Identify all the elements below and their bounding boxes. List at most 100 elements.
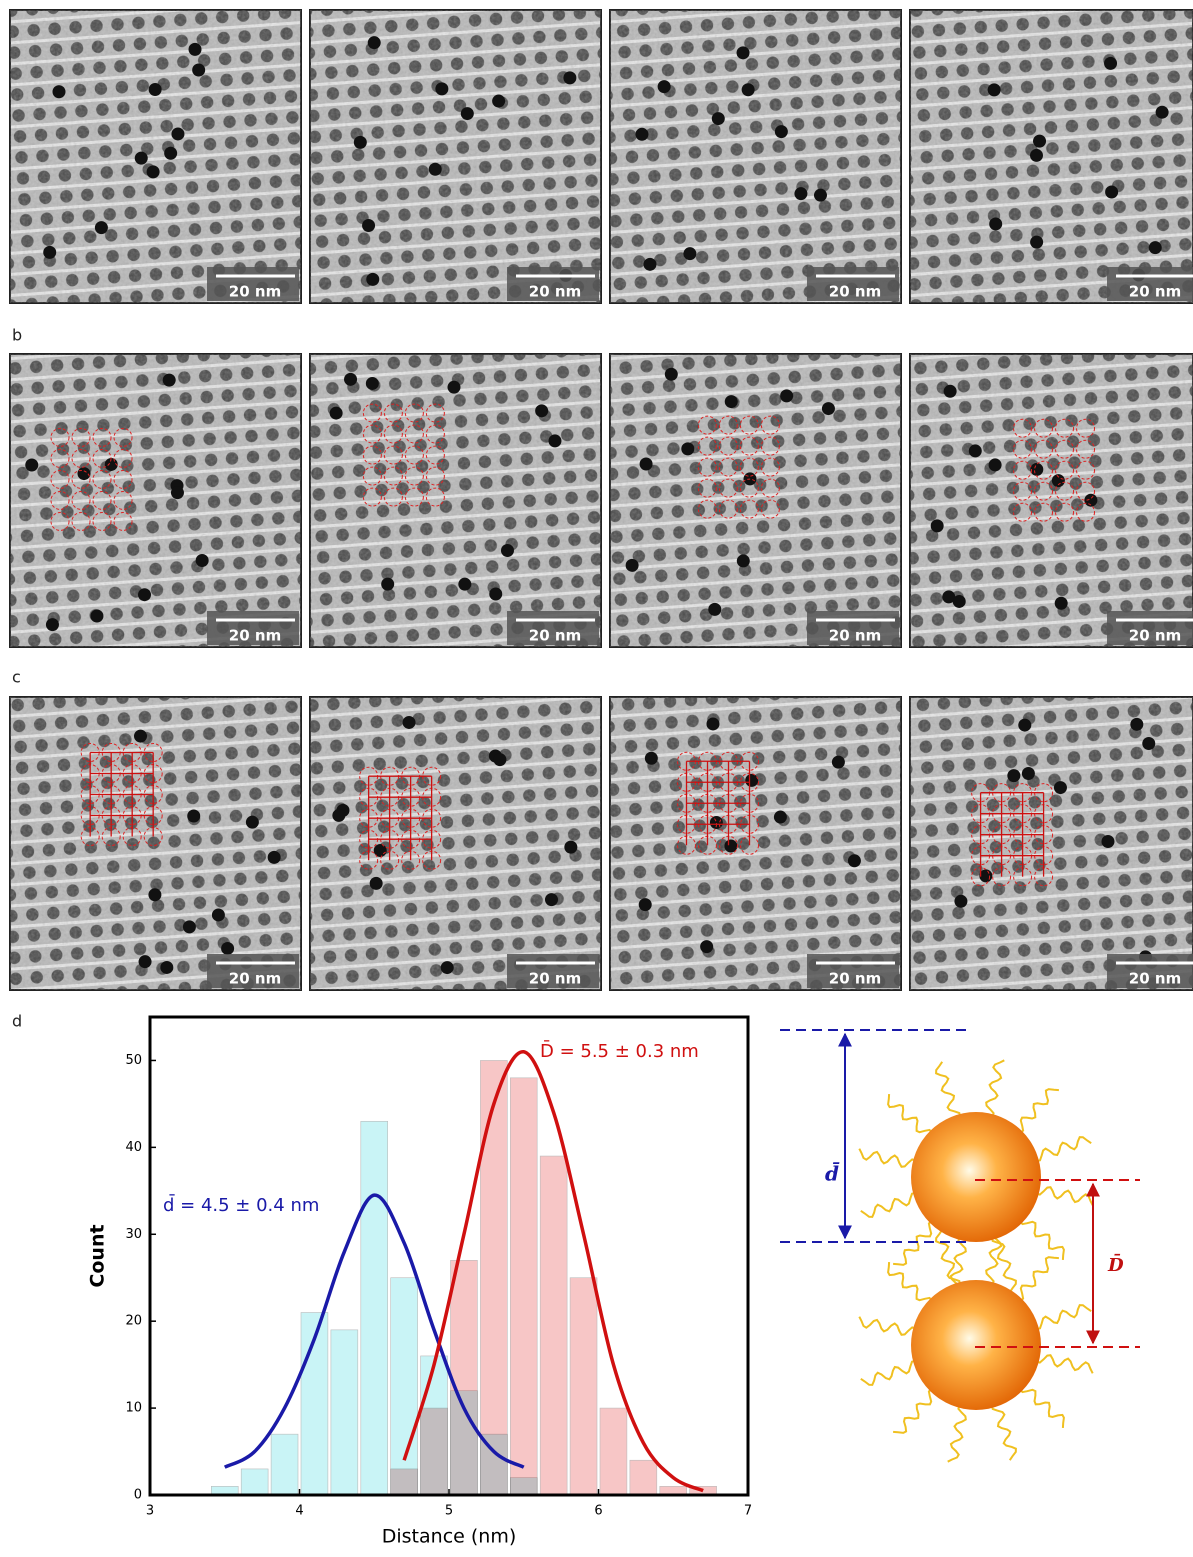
ligand (859, 1317, 917, 1335)
micrographs: 20 nm20 nm20 nm20 nm20 nm20 nm20 nm20 nm… (10, 10, 1193, 990)
dark-particle (1030, 149, 1043, 162)
dark-particle (1149, 241, 1162, 254)
micrograph: 20 nm (910, 354, 1193, 647)
scale-bar-label: 20 nm (1129, 283, 1181, 301)
micrograph: 20 nm (310, 354, 601, 647)
image-noise (910, 354, 1193, 647)
image-noise (310, 354, 601, 647)
micrograph: 20 nm (10, 10, 301, 303)
dark-particle (626, 559, 639, 572)
image-noise (910, 10, 1193, 303)
ligand (1020, 1217, 1064, 1260)
dark-particle (745, 774, 758, 787)
dark-particle (988, 83, 1001, 96)
dark-particle (368, 36, 381, 49)
scale-bar-label: 20 nm (229, 283, 281, 301)
dark-particle (640, 457, 653, 470)
bar (421, 1408, 448, 1495)
x-axis-label: Distance (nm) (382, 1526, 517, 1548)
micrograph: 20 nm (910, 697, 1193, 990)
annotation: D̄ = 5.5 ± 0.3 nm (540, 1040, 699, 1062)
dark-particle (969, 444, 982, 457)
scale-bar-label: 20 nm (529, 627, 581, 645)
dark-particle (435, 82, 448, 95)
dark-particle (737, 46, 750, 59)
dark-particle (737, 554, 750, 567)
dark-particle (268, 851, 281, 864)
dark-particle (330, 407, 343, 420)
dark-particle (814, 189, 827, 202)
micrograph: 20 nm (610, 697, 901, 990)
x-tick-label: 6 (594, 1504, 602, 1519)
nanoparticle (911, 1280, 1041, 1410)
y-tick-label: 20 (125, 1314, 142, 1329)
dark-particle (706, 717, 719, 730)
scale-bar-label: 20 nm (1129, 627, 1181, 645)
dark-particle (138, 588, 151, 601)
dark-particle (639, 898, 652, 911)
dark-particle (1030, 463, 1043, 476)
ligand (992, 1402, 1016, 1460)
dark-particle (1142, 737, 1155, 750)
scale-bar-label: 20 nm (529, 283, 581, 301)
bar (331, 1330, 358, 1495)
scale-bar-label: 20 nm (229, 970, 281, 988)
dark-particle (366, 377, 379, 390)
ligand (861, 1361, 919, 1385)
dark-particle (545, 893, 558, 906)
dark-particle (196, 554, 209, 567)
y-tick-label: 50 (125, 1053, 142, 1068)
bar (241, 1469, 268, 1495)
dark-particle (52, 85, 65, 98)
ligand (948, 1404, 966, 1462)
dark-particle (183, 920, 196, 933)
image-noise (310, 697, 601, 990)
micrograph: 20 nm (610, 10, 901, 303)
scale-bar-label: 20 nm (829, 970, 881, 988)
dark-particle (135, 152, 148, 165)
dark-particle (221, 942, 234, 955)
dark-particle (683, 247, 696, 260)
dark-particle (492, 95, 505, 108)
figure: 20 nm20 nm20 nm20 nm20 nm20 nm20 nm20 nm… (0, 0, 1193, 1553)
bar (570, 1278, 597, 1495)
dark-particle (775, 125, 788, 138)
dark-particle (1104, 57, 1117, 70)
dark-particle (563, 71, 576, 84)
micrograph: 20 nm (610, 354, 901, 647)
dark-particle (461, 107, 474, 120)
dark-particle (708, 603, 721, 616)
scale-bar-label: 20 nm (529, 970, 581, 988)
dark-particle (187, 810, 200, 823)
y-tick-label: 30 (125, 1227, 142, 1242)
dark-particle (192, 63, 205, 76)
dark-particle (1007, 769, 1020, 782)
bar (451, 1260, 478, 1495)
bar (540, 1156, 567, 1495)
dark-particle (954, 895, 967, 908)
bar (361, 1121, 388, 1495)
micrograph: 20 nm (10, 354, 301, 647)
dark-particle (362, 219, 375, 232)
image-noise (610, 697, 901, 990)
dark-particle (564, 841, 577, 854)
dark-particle (989, 458, 1002, 471)
dark-particle (1105, 185, 1118, 198)
bar (391, 1469, 418, 1495)
image-noise (610, 354, 901, 647)
dark-particle (794, 187, 807, 200)
dark-particle (493, 753, 506, 766)
dark-particle (189, 43, 202, 56)
dark-particle (848, 854, 861, 867)
ligand (1020, 1385, 1064, 1428)
dark-particle (149, 83, 162, 96)
x-tick-label: 5 (445, 1504, 453, 1519)
dark-particle (1156, 106, 1169, 119)
y-tick-label: 0 (134, 1488, 142, 1503)
dark-particle (441, 961, 454, 974)
dark-particle (712, 112, 725, 125)
schematic: d̄ D̄ (780, 1030, 1140, 1462)
dark-particle (1130, 718, 1143, 731)
bar (271, 1434, 298, 1495)
x-tick-label: 3 (146, 1504, 154, 1519)
